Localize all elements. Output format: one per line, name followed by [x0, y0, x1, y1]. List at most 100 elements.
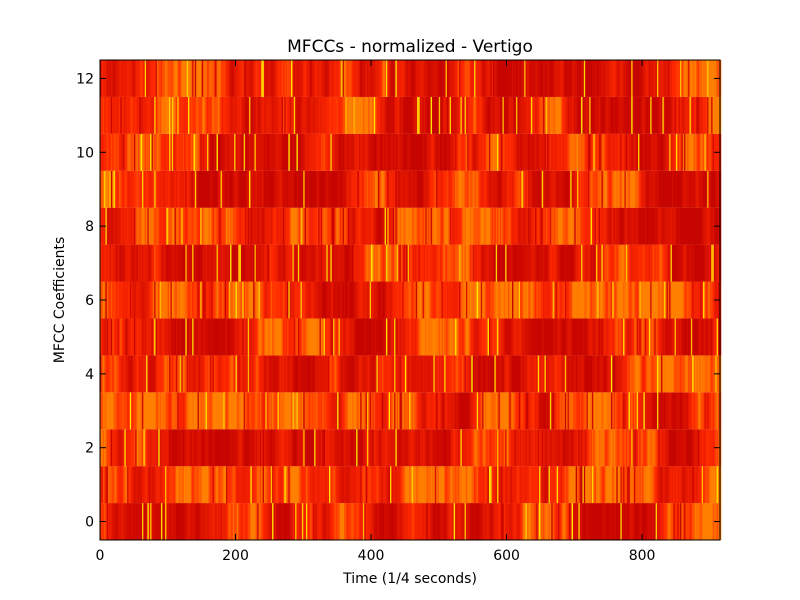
heatmap-cell — [459, 244, 462, 282]
heatmap-cell — [230, 466, 233, 504]
heatmap-cell — [578, 170, 581, 208]
heatmap-cell — [142, 170, 144, 208]
heatmap-cell — [314, 392, 317, 430]
heatmap-cell — [418, 503, 421, 540]
heatmap-cell — [567, 429, 570, 467]
heatmap-cell — [125, 466, 128, 504]
heatmap-cell — [116, 244, 119, 282]
heatmap-cell — [632, 355, 635, 393]
heatmap-cell — [476, 281, 479, 319]
heatmap-cell — [620, 503, 623, 540]
heatmap-cell — [558, 318, 561, 356]
heatmap-cell — [678, 281, 681, 319]
heatmap-cell — [246, 392, 249, 430]
heatmap-cell — [532, 281, 535, 319]
heatmap-cell — [258, 170, 261, 208]
heatmap-cell — [434, 170, 437, 208]
heatmap-cell — [234, 392, 237, 430]
heatmap-cell — [631, 429, 634, 467]
heatmap-cell — [429, 170, 432, 208]
heatmap-cell — [257, 429, 260, 467]
heatmap-cell — [381, 170, 384, 208]
heatmap-cell — [362, 207, 365, 245]
heatmap-cell — [251, 429, 254, 467]
heatmap-cell — [648, 355, 651, 393]
heatmap-cell — [563, 355, 566, 393]
heatmap-cell — [486, 207, 489, 245]
heatmap-cell — [528, 429, 531, 467]
heatmap-cell — [204, 503, 207, 540]
heatmap-cell — [616, 281, 619, 319]
heatmap-cell — [572, 392, 575, 430]
heatmap-cell — [684, 244, 687, 282]
heatmap-cell — [316, 318, 319, 356]
heatmap-cell — [543, 503, 546, 540]
heatmap-cell — [570, 281, 573, 319]
heatmap-cell — [166, 281, 169, 319]
heatmap-cell — [616, 355, 619, 393]
heatmap-cell — [170, 355, 173, 393]
heatmap-cell — [182, 170, 185, 208]
heatmap-cell — [642, 207, 645, 245]
heatmap-cell — [261, 355, 264, 393]
heatmap-cell — [589, 207, 592, 245]
heatmap-cell — [333, 207, 336, 245]
heatmap-cell — [361, 207, 364, 245]
heatmap-cell — [535, 503, 537, 540]
heatmap-cell — [701, 503, 704, 540]
heatmap-cell — [488, 466, 491, 504]
heatmap-cell — [249, 503, 252, 540]
heatmap-cell — [375, 170, 378, 208]
heatmap-cell — [493, 466, 495, 504]
heatmap-cell — [259, 392, 262, 430]
heatmap-cell — [285, 466, 288, 504]
heatmap-cell — [155, 281, 158, 319]
heatmap-cell — [414, 466, 417, 504]
heatmap-cell — [255, 281, 258, 319]
heatmap-cell — [647, 318, 650, 356]
heatmap-cell — [158, 170, 161, 208]
heatmap-cell — [239, 170, 242, 208]
heatmap-cell — [529, 318, 532, 356]
heatmap-cell — [186, 318, 189, 356]
heatmap-cell — [364, 355, 367, 393]
heatmap-cell — [333, 429, 336, 467]
heatmap-cell — [708, 244, 711, 282]
heatmap-cell — [173, 318, 176, 356]
heatmap-cell — [358, 318, 361, 356]
heatmap-cell — [121, 207, 124, 245]
heatmap-cell — [436, 392, 439, 430]
heatmap-cell — [320, 466, 323, 504]
heatmap-cell — [383, 133, 386, 171]
heatmap-cell — [343, 207, 346, 245]
heatmap-cell — [200, 281, 203, 319]
heatmap-cell — [197, 244, 200, 282]
heatmap-cell — [635, 355, 638, 393]
heatmap-cell — [337, 170, 340, 208]
heatmap-cell — [188, 429, 191, 467]
heatmap-cell — [297, 244, 300, 282]
heatmap-cell — [553, 318, 556, 356]
heatmap-cell — [480, 503, 483, 540]
heatmap-cell — [452, 244, 455, 282]
heatmap-cell — [109, 466, 112, 504]
heatmap-cell — [493, 207, 495, 245]
heatmap-cell — [510, 318, 513, 356]
heatmap-cell — [330, 466, 333, 504]
heatmap-cell — [147, 318, 150, 356]
heatmap-cell — [572, 170, 575, 208]
heatmap-cell — [143, 392, 146, 430]
heatmap-cell — [384, 392, 387, 430]
heatmap-cell — [304, 429, 307, 467]
heatmap-cell — [144, 207, 147, 245]
heatmap-cell — [544, 281, 547, 319]
heatmap-cell — [464, 429, 467, 467]
heatmap-cell — [170, 392, 173, 430]
heatmap-cell — [411, 170, 414, 208]
heatmap-cell — [613, 244, 616, 282]
heatmap-cell — [345, 429, 348, 467]
heatmap-cell — [671, 281, 674, 319]
heatmap-cell — [376, 355, 379, 393]
heatmap-cell — [521, 503, 524, 540]
heatmap-cell — [705, 355, 708, 393]
